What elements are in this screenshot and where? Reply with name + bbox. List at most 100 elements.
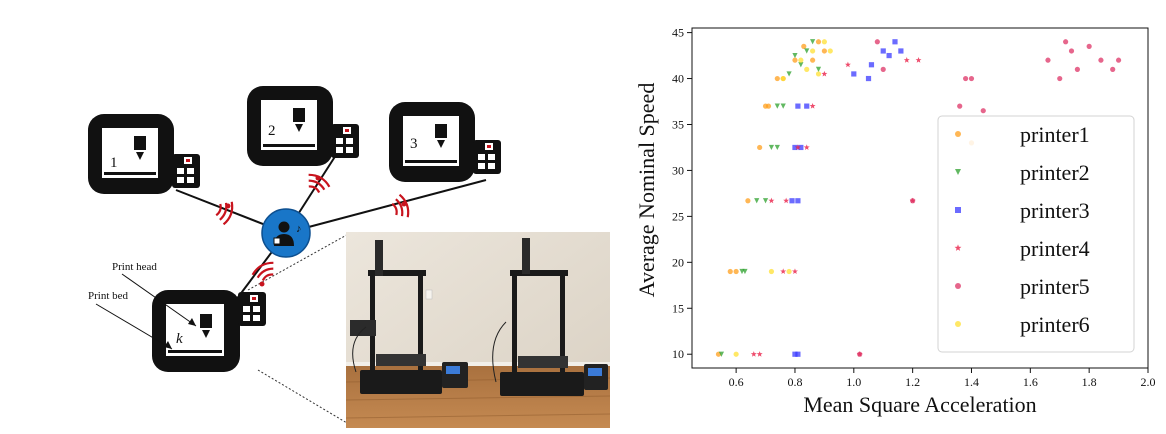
data-points <box>715 39 1122 357</box>
data-point-printer5 <box>1068 48 1075 54</box>
axis-ticks: 0.6 0.8 1.0 1.2 1.4 1.6 1.8 2.0 10 15 20 25 30 35 40 45 <box>672 26 1156 389</box>
y-tick-label: 25 <box>672 209 684 223</box>
data-point-printer1 <box>815 39 822 45</box>
data-point-printer5 <box>910 198 916 204</box>
data-point-printer2 <box>742 268 748 275</box>
data-point-printer1 <box>774 75 780 82</box>
data-point-printer3 <box>865 75 872 82</box>
data-point-printer4 <box>794 144 801 150</box>
data-point-printer3 <box>868 62 875 68</box>
data-point-printer3 <box>795 351 801 357</box>
data-point-printer3 <box>880 48 886 54</box>
legend-marker-printer2 <box>955 169 961 175</box>
y-tick-label: 20 <box>672 255 684 269</box>
data-point-printer1 <box>801 43 807 49</box>
data-point-printer2 <box>762 198 769 204</box>
data-point-printer5 <box>857 351 863 357</box>
data-point-printer2 <box>774 144 780 151</box>
data-point-printer2 <box>804 48 810 54</box>
data-point-printer3 <box>792 351 798 357</box>
printer-label-2: 2 <box>268 123 276 139</box>
data-point-printer4 <box>783 197 790 204</box>
y-tick-label: 35 <box>672 117 684 131</box>
data-point-printer6 <box>821 39 827 45</box>
data-point-printer4 <box>821 70 828 77</box>
printer-label-k: k <box>176 331 183 347</box>
data-point-printer2 <box>798 62 804 68</box>
data-point-printer3 <box>898 48 904 54</box>
data-point-printer1 <box>733 268 739 275</box>
y-tick-label: 45 <box>672 26 684 40</box>
x-tick-label: 2.0 <box>1141 375 1156 389</box>
data-point-printer2 <box>815 66 822 72</box>
printer-node-2: 2 <box>247 86 359 166</box>
data-point-printer5 <box>1063 39 1069 45</box>
wireless-signal-icon <box>308 173 331 193</box>
data-point-printer4 <box>750 351 757 357</box>
data-point-printer2 <box>718 351 725 357</box>
data-point-printer5 <box>880 66 886 72</box>
print-head-label: Print head <box>112 261 157 273</box>
data-point-printer3 <box>892 39 898 45</box>
zoom-lines <box>247 231 353 427</box>
printer-label-1: 1 <box>110 155 118 171</box>
y-axis-label: Average Nominal Speed <box>634 83 659 298</box>
printer-node-3: 3 <box>389 102 501 182</box>
scatter-chart: 0.6 0.8 1.0 1.2 1.4 1.6 1.8 2.0 10 15 20 25 30 35 40 45… <box>634 26 1156 417</box>
x-tick-label: 1.8 <box>1082 375 1097 389</box>
two-3d-printers-photo <box>346 232 610 428</box>
data-point-printer5 <box>963 75 969 82</box>
data-point-printer1 <box>792 57 798 63</box>
data-point-printer1 <box>757 144 763 151</box>
controller-board-icon <box>331 124 359 158</box>
data-point-printer1 <box>821 48 827 54</box>
hub-node: ♪ <box>261 208 311 258</box>
x-tick-label: 0.6 <box>729 375 744 389</box>
legend-marker-printer1 <box>955 131 961 137</box>
person-with-music-note-icon: ♪ <box>273 221 302 246</box>
controller-board-icon <box>172 154 200 188</box>
print-bed-label: Print bed <box>88 290 129 302</box>
svg-text:♪: ♪ <box>296 223 302 235</box>
data-point-printer5 <box>980 108 986 114</box>
data-point-printer5 <box>1115 57 1122 63</box>
print-head-annotation: Print head <box>112 261 197 327</box>
data-point-printer6 <box>780 75 786 82</box>
data-point-printer3 <box>851 71 857 77</box>
wireless-signal-icon <box>215 201 234 226</box>
data-point-printer1 <box>745 198 751 204</box>
data-point-printer2 <box>792 52 798 59</box>
data-point-printer6 <box>786 268 792 275</box>
data-point-printer3 <box>886 52 892 59</box>
data-point-printer4 <box>792 268 798 275</box>
data-point-printer3 <box>795 198 801 204</box>
y-tick-label: 10 <box>672 347 684 361</box>
legend-marker-printer4 <box>954 244 962 251</box>
printer-label-3: 3 <box>410 136 418 152</box>
legend-box <box>937 115 1135 353</box>
data-point-printer3 <box>798 144 804 151</box>
data-point-printer1 <box>810 57 816 63</box>
x-tick-label: 1.4 <box>964 375 979 389</box>
data-point-printer5 <box>874 39 880 45</box>
legend-label-printer6: printer6 <box>1020 312 1090 337</box>
data-point-printer6 <box>768 268 775 275</box>
printer-network-diagram: ♪ 1 2 <box>88 86 501 427</box>
data-point-printer6 <box>804 66 810 72</box>
x-tick-label: 1.2 <box>905 375 920 389</box>
data-point-printer4 <box>844 61 851 68</box>
y-tick-label: 15 <box>672 301 684 315</box>
data-point-printer4 <box>756 351 763 357</box>
link-printer-3 <box>285 179 487 234</box>
data-point-printer5 <box>957 103 963 109</box>
legend: printer1 printer2 printer3 printer4 printer5… <box>937 115 1135 353</box>
data-point-printer2 <box>768 144 775 151</box>
data-point-printer4 <box>803 144 810 150</box>
y-tick-label: 40 <box>672 72 684 86</box>
print-bed-annotation: Print bed <box>88 290 173 350</box>
photo-printer-a <box>350 240 468 394</box>
data-point-printer2 <box>810 39 816 45</box>
data-point-printer4 <box>915 57 922 63</box>
data-point-printer3 <box>792 144 798 151</box>
x-tick-label: 1.6 <box>1023 375 1038 389</box>
